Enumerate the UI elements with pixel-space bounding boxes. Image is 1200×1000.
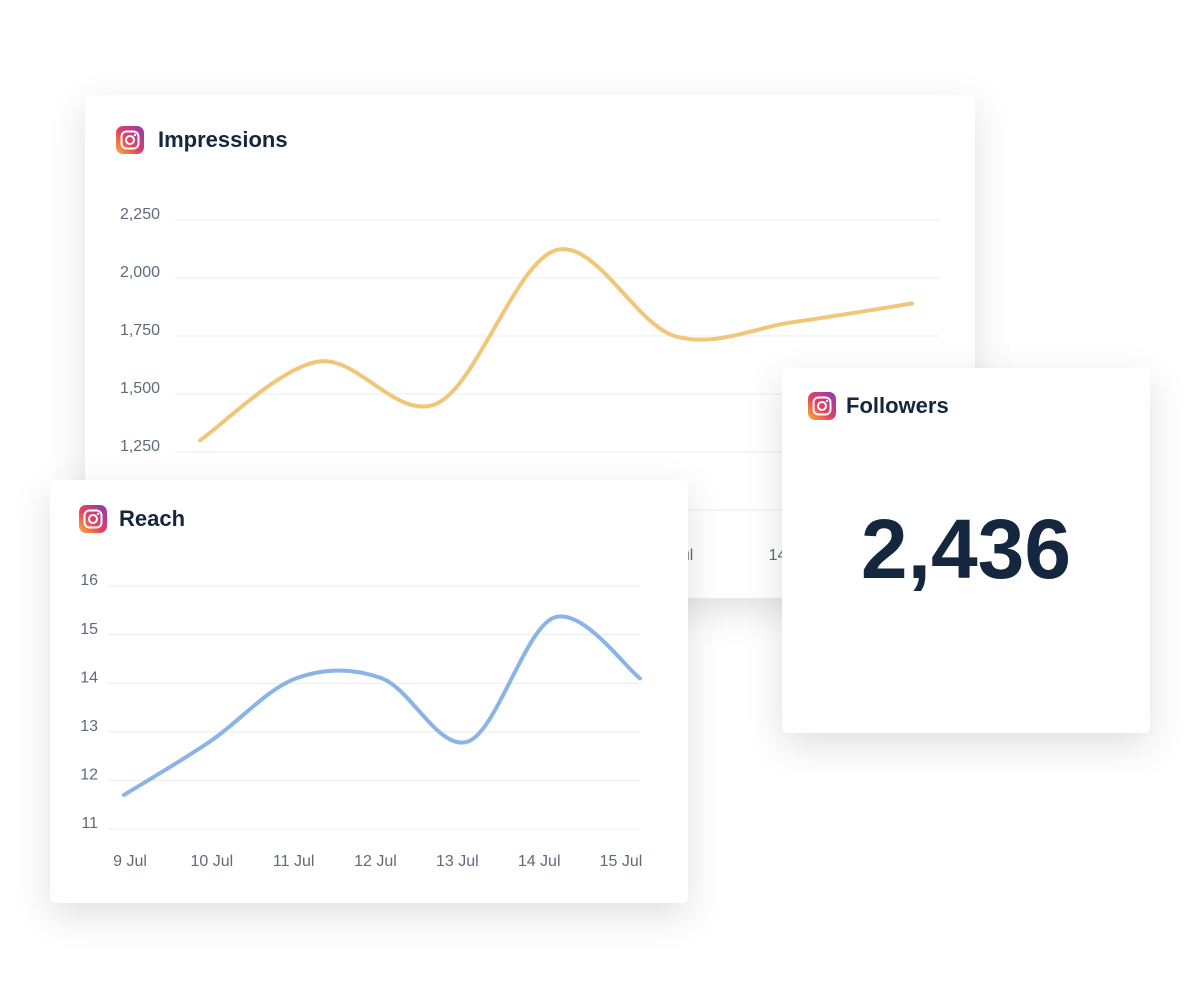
x-tick-label: 13 Jul	[436, 853, 479, 870]
card-title: Impressions	[158, 127, 288, 152]
x-tick-label: 15 Jul	[600, 853, 643, 870]
card-background	[782, 368, 1150, 733]
card-background	[50, 480, 688, 903]
card-title: Reach	[119, 506, 185, 531]
y-tick-label: 1,250	[120, 438, 160, 455]
reach-card: Reach 11 12 13 14 15 16 9 Jul 10 Jul 11 Jul 12 Ju…	[50, 480, 688, 903]
y-tick-label: 2,250	[120, 206, 160, 223]
x-tick-label: 14 Jul	[518, 853, 561, 870]
y-tick-label: 2,000	[120, 264, 160, 281]
x-tick-label: 10 Jul	[190, 853, 233, 870]
y-tick-label: 1,750	[120, 322, 160, 339]
x-tick-label: 12 Jul	[354, 853, 397, 870]
y-tick-label: 15	[80, 621, 98, 638]
line-series	[122, 614, 642, 797]
y-tick-label: 14	[80, 669, 98, 686]
y-tick-label: 13	[80, 718, 98, 735]
followers-card: Followers 2,436	[782, 368, 1150, 733]
instagram-icon	[116, 126, 144, 154]
x-tick-label: 11 Jul	[273, 853, 315, 870]
y-tick-label: 11	[81, 815, 98, 832]
card-title: Followers	[846, 393, 949, 418]
line-series	[198, 247, 914, 443]
followers-count: 2,436	[861, 502, 1071, 596]
instagram-icon	[79, 505, 107, 533]
card-background	[85, 95, 975, 598]
x-tick-label: 9 Jul	[113, 853, 147, 870]
y-tick-label: 1,500	[120, 380, 160, 397]
instagram-icon	[808, 392, 836, 420]
y-tick-label: 16	[80, 572, 98, 589]
y-tick-label: 12	[80, 767, 98, 784]
